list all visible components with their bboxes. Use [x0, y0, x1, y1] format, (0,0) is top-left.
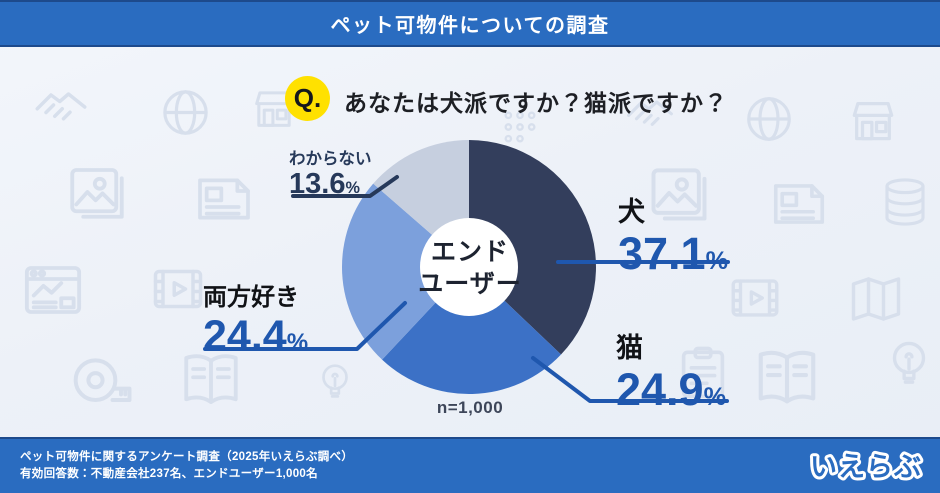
header-banner: ペット可物件についての調査	[0, 0, 940, 47]
question-badge: Q.	[285, 76, 330, 121]
percent-sign: %	[345, 179, 360, 197]
leader-line-unknown	[291, 175, 399, 198]
callout-unknown: わからない 13.6%	[289, 145, 372, 199]
survey-source-line2: 有効回答数：不動産会社237名、エンドユーザー1,000名	[20, 468, 318, 480]
callout-both-label: 両方好き	[203, 284, 299, 311]
callout-dog-value: 37.1%	[618, 228, 728, 279]
callout-both-value: 24.4%	[203, 312, 309, 360]
callout-dog: 犬 37.1%	[618, 190, 728, 276]
pie-slice-1	[382, 267, 562, 394]
pie-slice-2	[342, 183, 469, 360]
sample-size-label: n=1,000	[436, 398, 504, 417]
percent-sign: %	[286, 329, 309, 356]
brand-logo: いえらぶ	[807, 449, 924, 485]
question-badge-label: Q.	[293, 83, 322, 113]
pie-slice-0	[469, 140, 596, 355]
percent-sign: %	[705, 247, 728, 275]
leader-line-both	[203, 301, 407, 351]
footer-banner: ペット可物件に関するアンケート調査（2025年いえらぶ調べ） 有効回答数：不動産…	[0, 437, 940, 493]
callout-both: 両方好き 24.4%	[203, 277, 308, 358]
callout-unknown-value: 13.6%	[289, 168, 360, 200]
callout-cat-label: 猫	[616, 333, 643, 363]
donut-hole	[420, 218, 518, 316]
question-text: あなたは犬派ですか？猫派ですか？	[344, 90, 728, 116]
leader-line-cat	[531, 356, 729, 403]
donut-center-label: エンド ユーザー	[418, 238, 522, 298]
pie-slices	[342, 140, 596, 394]
callout-unknown-label: わからない	[289, 150, 372, 168]
survey-source-line1: ペット可物件に関するアンケート調査（2025年いえらぶ調べ）	[20, 451, 354, 463]
callout-cat-value: 24.9%	[616, 364, 726, 415]
callout-dog-label: 犬	[618, 197, 645, 227]
survey-source-note: ペット可物件に関するアンケート調査（2025年いえらぶ調べ） 有効回答数：不動産…	[0, 449, 353, 483]
page-title: ペット可物件についての調査	[330, 15, 610, 37]
callout-cat: 猫 24.9%	[616, 326, 726, 412]
brand-logo-text: いえらぶ	[810, 452, 922, 482]
percent-sign: %	[703, 383, 726, 411]
